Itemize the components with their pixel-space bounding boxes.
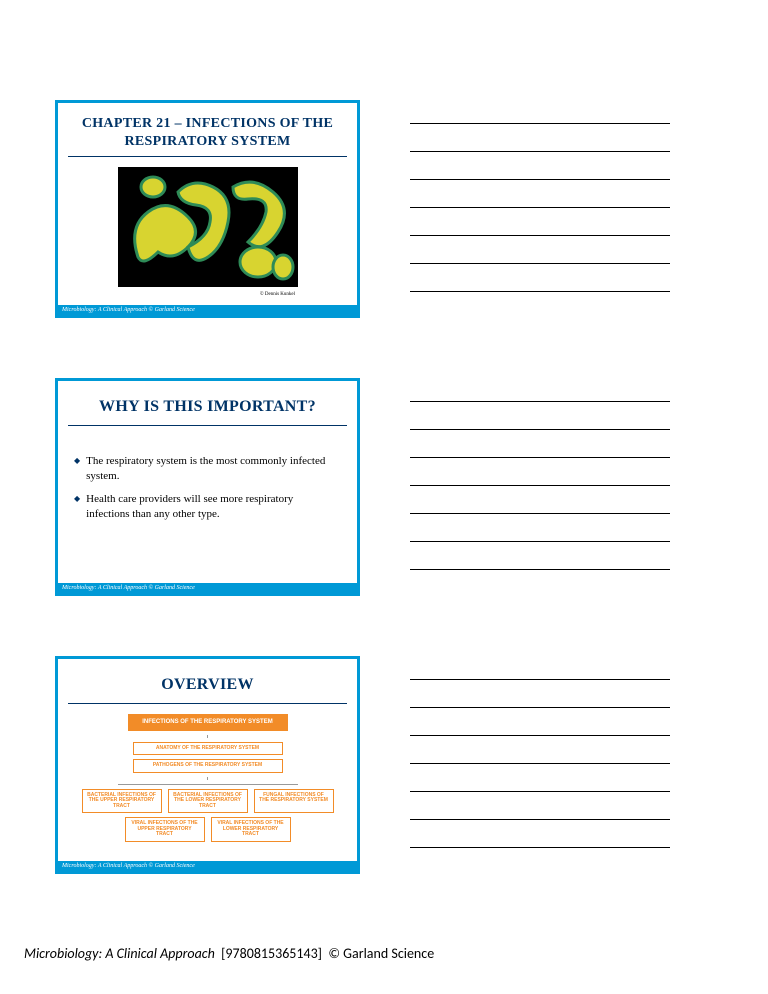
- note-line: [410, 486, 670, 514]
- note-line: [410, 662, 670, 680]
- bullet-icon: ◆: [74, 494, 80, 522]
- note-line: [410, 264, 670, 292]
- connector: [207, 777, 208, 780]
- bullet-list: ◆ The respiratory system is the most com…: [68, 426, 347, 529]
- note-line: [410, 402, 670, 430]
- note-lines: [410, 656, 670, 848]
- handout-page: CHAPTER 21 – INFECTIONS OF THE RESPIRATO…: [0, 0, 768, 874]
- flowchart-node: ANATOMY OF THE RESPIRATORY SYSTEM: [133, 742, 283, 756]
- note-line: [410, 152, 670, 180]
- slide-1: CHAPTER 21 – INFECTIONS OF THE RESPIRATO…: [55, 100, 360, 318]
- flowchart-node: VIRAL INFECTIONS OF THE UPPER RESPIRATOR…: [125, 817, 205, 842]
- slide-body: WHY IS THIS IMPORTANT? ◆ The respiratory…: [58, 381, 357, 583]
- slide-title: CHAPTER 21 – INFECTIONS OF THE RESPIRATO…: [68, 111, 347, 157]
- bullet-text: The respiratory system is the most commo…: [86, 454, 337, 484]
- note-lines: [410, 100, 670, 292]
- note-line: [410, 430, 670, 458]
- note-line: [410, 458, 670, 486]
- handout-row: WHY IS THIS IMPORTANT? ◆ The respiratory…: [55, 378, 713, 596]
- image-credit: © Dennis Kunkel: [260, 292, 295, 297]
- microscopy-image: [118, 167, 298, 287]
- overview-flowchart: Infections of the Respiratory System ANA…: [68, 704, 347, 861]
- slide-body: OVERVIEW Infections of the Respiratory S…: [58, 659, 357, 861]
- note-lines: [410, 378, 670, 570]
- flowchart-node: FUNGAL INFECTIONS OF THE RESPIRATORY SYS…: [254, 789, 334, 814]
- slide-2: WHY IS THIS IMPORTANT? ◆ The respiratory…: [55, 378, 360, 596]
- note-line: [410, 514, 670, 542]
- bullet-item: ◆ Health care providers will see more re…: [74, 492, 337, 522]
- flowchart-node: VIRAL INFECTIONS OF THE LOWER RESPIRATOR…: [211, 817, 291, 842]
- handout-row: CHAPTER 21 – INFECTIONS OF THE RESPIRATO…: [55, 100, 713, 318]
- note-line: [410, 764, 670, 792]
- flowchart-row: VIRAL INFECTIONS OF THE UPPER RESPIRATOR…: [72, 817, 343, 842]
- flowchart-node: BACTERIAL INFECTIONS OF THE LOWER RESPIR…: [168, 789, 248, 814]
- slide-footer: Microbiology: A Clinical Approach © Garl…: [58, 583, 357, 593]
- footer-isbn: [9780815365143]: [221, 945, 322, 962]
- flowchart-root: Infections of the Respiratory System: [128, 714, 288, 731]
- slide-body: CHAPTER 21 – INFECTIONS OF THE RESPIRATO…: [58, 103, 357, 305]
- note-line: [410, 124, 670, 152]
- flowchart-node: BACTERIAL INFECTIONS OF THE UPPER RESPIR…: [82, 789, 162, 814]
- note-line: [410, 106, 670, 124]
- connector: [207, 735, 208, 738]
- slide-title: OVERVIEW: [68, 667, 347, 704]
- page-footer: Microbiology: A Clinical Approach [97808…: [24, 945, 434, 962]
- flowchart-node: PATHOGENS OF THE RESPIRATORY SYSTEM: [133, 759, 283, 773]
- note-line: [410, 792, 670, 820]
- slide-3: OVERVIEW Infections of the Respiratory S…: [55, 656, 360, 874]
- footer-title: Microbiology: A Clinical Approach: [24, 945, 215, 962]
- note-line: [410, 820, 670, 848]
- note-line: [410, 208, 670, 236]
- bullet-icon: ◆: [74, 456, 80, 484]
- note-line: [410, 542, 670, 570]
- flowchart-row: BACTERIAL INFECTIONS OF THE UPPER RESPIR…: [72, 789, 343, 814]
- note-line: [410, 680, 670, 708]
- slide-title: WHY IS THIS IMPORTANT?: [68, 389, 347, 426]
- handout-row: OVERVIEW Infections of the Respiratory S…: [55, 656, 713, 874]
- note-line: [410, 180, 670, 208]
- footer-publisher: © Garland Science: [328, 945, 434, 962]
- bullet-text: Health care providers will see more resp…: [86, 492, 337, 522]
- bullet-item: ◆ The respiratory system is the most com…: [74, 454, 337, 484]
- connector-line: [118, 784, 298, 785]
- note-line: [410, 384, 670, 402]
- slide-footer: Microbiology: A Clinical Approach © Garl…: [58, 861, 357, 871]
- note-line: [410, 736, 670, 764]
- note-line: [410, 236, 670, 264]
- note-line: [410, 708, 670, 736]
- slide-footer: Microbiology: A Clinical Approach © Garl…: [58, 305, 357, 315]
